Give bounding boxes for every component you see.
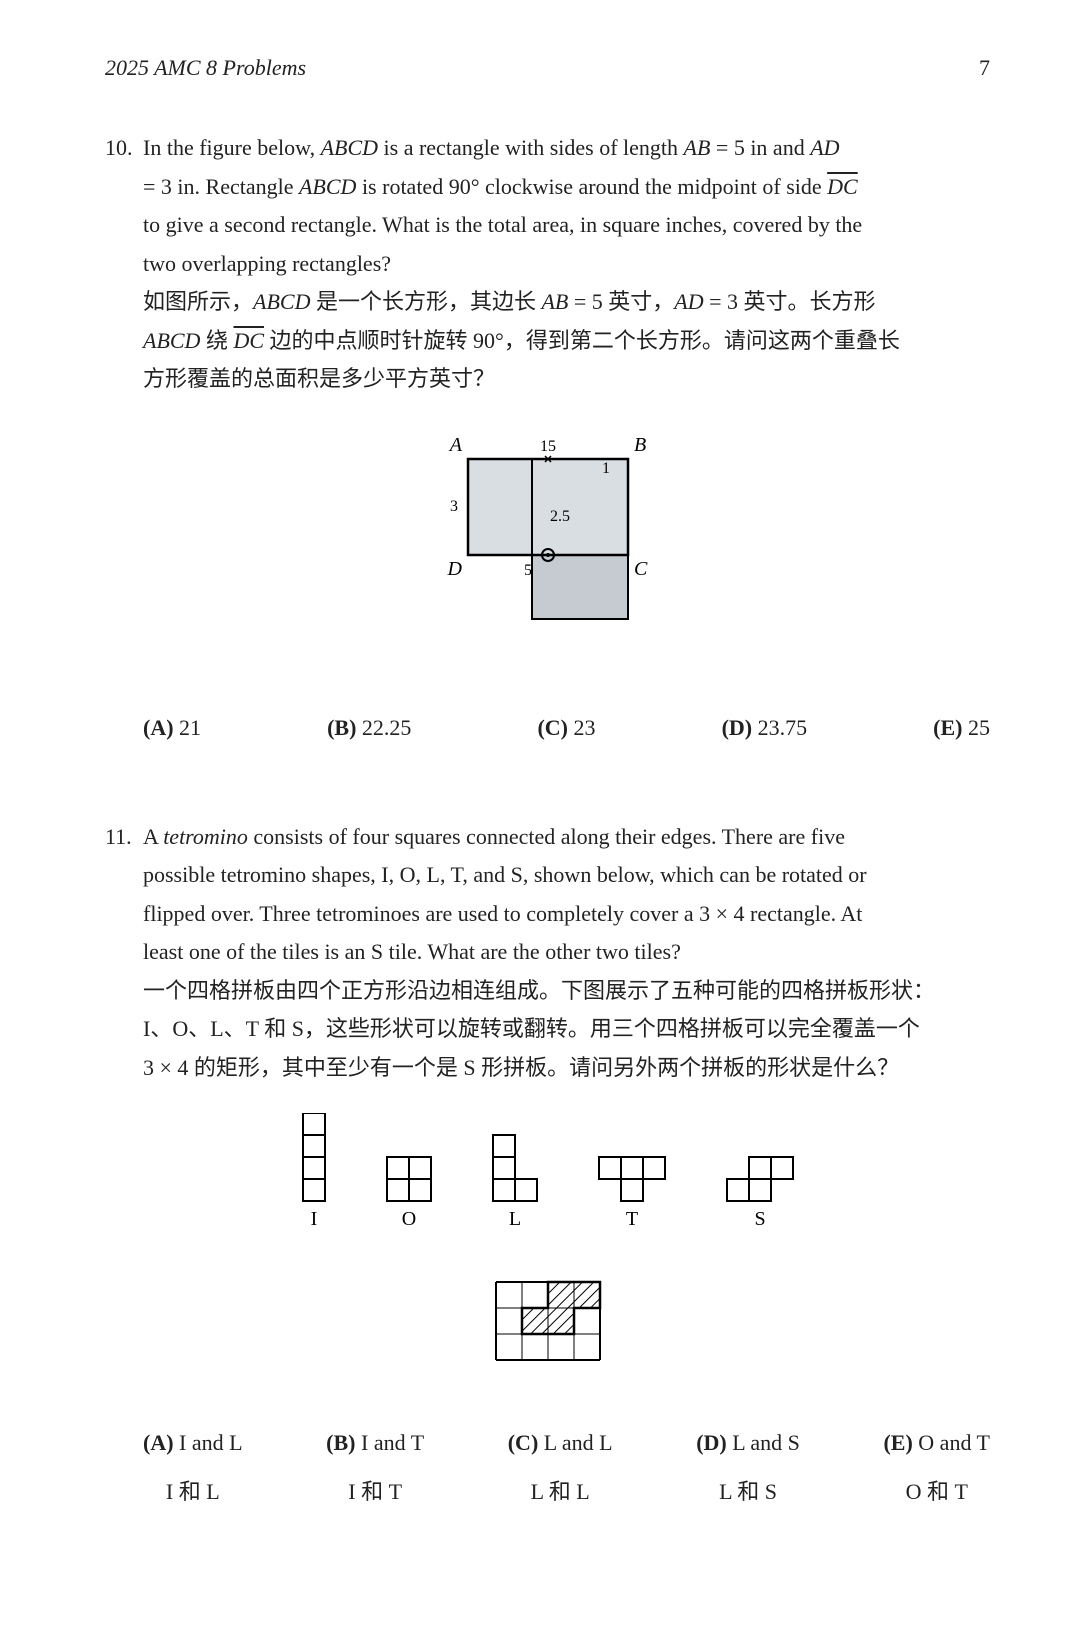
answer-choice: (C) 23 [537,709,595,748]
page-header: 2025 AMC 8 Problems 7 [105,55,990,81]
svg-text:S: S [754,1208,765,1230]
text-line: flipped over. Three tetrominoes are used… [143,895,990,934]
problem-number: 11. [105,818,143,857]
svg-text:C: C [634,558,648,580]
text-line: least one of the tiles is an S tile. Wha… [143,933,990,972]
text-line: two overlapping rectangles? [143,245,990,284]
answer-choice: (B) 22.25 [327,709,411,748]
problem-11-choices: (A) I and LI 和 L (B) I and TI 和 T (C) L an… [143,1424,990,1511]
problem-10: 10. In the figure below, ABCD is a recta… [105,129,990,748]
problem-number: 10. [105,129,143,168]
text-line: to give a second rectangle. What is the … [143,206,990,245]
svg-text:1: 1 [602,460,610,477]
text-line-cn: ABCD 绕 DC 边的中点顺时针旋转 90°，得到第二个长方形。请问这两个重叠… [143,322,990,361]
text-line-cn: 3 × 4 的矩形，其中至少有一个是 S 形拼板。请问另外两个拼板的形状是什么？ [143,1049,990,1088]
answer-choice: (D) L and SL 和 S [696,1424,800,1511]
svg-text:T: T [625,1208,637,1230]
problem-10-figure: ABDC1532.515 [105,425,990,666]
answer-choice: (A) I and LI 和 L [143,1424,243,1511]
tetromino-figure: IOLTS [105,1113,990,1248]
text-line: = 3 in. Rectangle ABCD is rotated 90° cl… [143,168,990,207]
answer-choice: (E) 25 [933,709,990,748]
page: 2025 AMC 8 Problems 7 10. In the figure … [0,0,1080,1641]
text-line-cn: 如图所示，ABCD 是一个长方形，其边长 AB = 5 英寸，AD = 3 英寸… [143,283,990,322]
text-line-cn: 方形覆盖的总面积是多少平方英寸？ [143,360,990,399]
header-title: 2025 AMC 8 Problems [105,55,306,81]
header-page-number: 7 [979,55,990,81]
grid-3x4-figure [105,1274,990,1381]
svg-text:A: A [447,434,462,456]
svg-text:15: 15 [540,438,556,455]
text-line: possible tetromino shapes, I, O, L, T, a… [143,856,990,895]
problem-10-choices: (A) 21 (B) 22.25 (C) 23 (D) 23.75 (E) 25 [143,709,990,748]
answer-choice: (D) 23.75 [722,709,808,748]
svg-text:I: I [310,1208,317,1230]
svg-text:5: 5 [524,562,532,579]
svg-text:L: L [508,1208,520,1230]
rectangles-figure: ABDC1532.515 [434,425,662,653]
tetromino-shapes: IOLTS [293,1113,803,1235]
answer-choice: (C) L and LL 和 L [508,1424,613,1511]
svg-text:D: D [446,558,462,580]
text-line: A tetromino consists of four squares con… [143,818,990,857]
problem-11: 11. A tetromino consists of four squares… [105,818,990,1512]
svg-text:2.5: 2.5 [550,508,570,525]
svg-text:3: 3 [450,498,458,515]
text-line-cn: I、O、L、T 和 S，这些形状可以旋转或翻转。用三个四格拼板可以完全覆盖一个 [143,1010,990,1049]
answer-choice: (E) O and TO 和 T [883,1424,990,1511]
svg-text:O: O [401,1208,415,1230]
problem-10-text: In the figure below, ABCD is a rectangle… [143,129,990,399]
text-line-cn: 一个四格拼板由四个正方形沿边相连组成。下图展示了五种可能的四格拼板形状： [143,972,990,1011]
svg-text:B: B [634,434,646,456]
problem-11-text: A tetromino consists of four squares con… [143,818,990,1088]
grid-3x4 [488,1274,608,1368]
answer-choice: (B) I and TI 和 T [326,1424,424,1511]
answer-choice: (A) 21 [143,709,201,748]
text-line: In the figure below, ABCD is a rectangle… [143,129,990,168]
